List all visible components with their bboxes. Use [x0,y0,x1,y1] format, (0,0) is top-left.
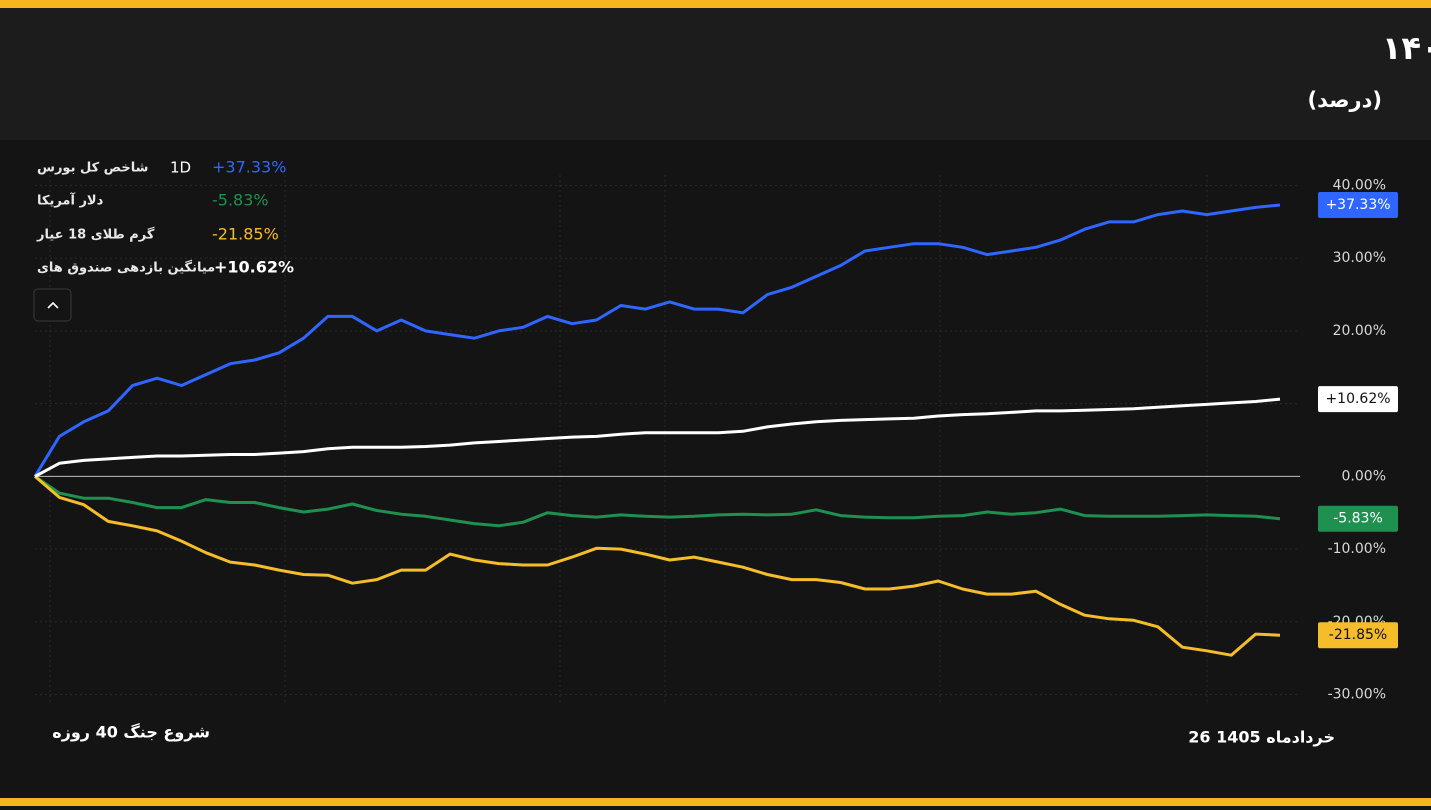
legend-name: شاخص کل بورس [37,161,148,176]
header-panel [0,8,1431,140]
annotation-end: 26 خردادماه 1405 [1188,728,1335,747]
annotation-start: شروع جنگ 40 روزه [52,723,210,742]
y-tick-label: 40.00% [1333,178,1386,194]
legend-name: گرم طلای 18 عیار [36,227,155,243]
bottom-stripe [0,798,1431,806]
legend-name: میانگین بازدهی صندوق های [37,260,215,276]
lines [33,203,1281,657]
legend-name: دلار آمریکا [37,192,104,209]
legend: شاخص کل بورس +37.33% دلار آمریکا -5.83% گرم … [36,158,294,277]
series-line [34,475,1281,528]
series-line [34,475,1281,657]
last-value-tag [1318,191,1398,218]
chart-title: مقایسه بازدهی بازارها از ابتدای سال ۱۴۰۵ [1382,29,1431,67]
tags: +37.33% -5.83% -21.85% +10.62% [1318,191,1398,649]
last-value-tag [1318,622,1398,649]
y-tick-label: 0.00% [1342,468,1386,484]
legend-value: -21.85% [212,225,279,244]
legend-value: +37.33% [212,158,286,177]
collapse-button[interactable] [33,288,72,322]
last-value-tag [1318,505,1398,532]
y-tick-label: -10.00% [1328,541,1386,557]
chart-subtitle: (درصد) [1307,88,1382,112]
y-tick-label: -30.00% [1328,686,1386,702]
last-value-label: -5.83% [1333,511,1383,527]
vertical-grid [49,175,1208,705]
y-tick-label: 30.00% [1333,250,1386,266]
last-value-tag [1318,386,1398,413]
last-value-label: +10.62% [1325,391,1390,407]
interval: 1D [170,159,191,177]
legend-value: +10.62% [214,258,294,277]
last-value-label: +37.33% [1325,197,1390,213]
series-line [34,397,1281,478]
last-value-label: -21.85% [1329,627,1387,643]
legend-value: -5.83% [212,191,269,210]
y-tick-label: 20.00% [1333,323,1386,339]
series-line [33,203,1281,478]
collapse-icon [47,301,59,309]
top-stripe [0,0,1431,8]
